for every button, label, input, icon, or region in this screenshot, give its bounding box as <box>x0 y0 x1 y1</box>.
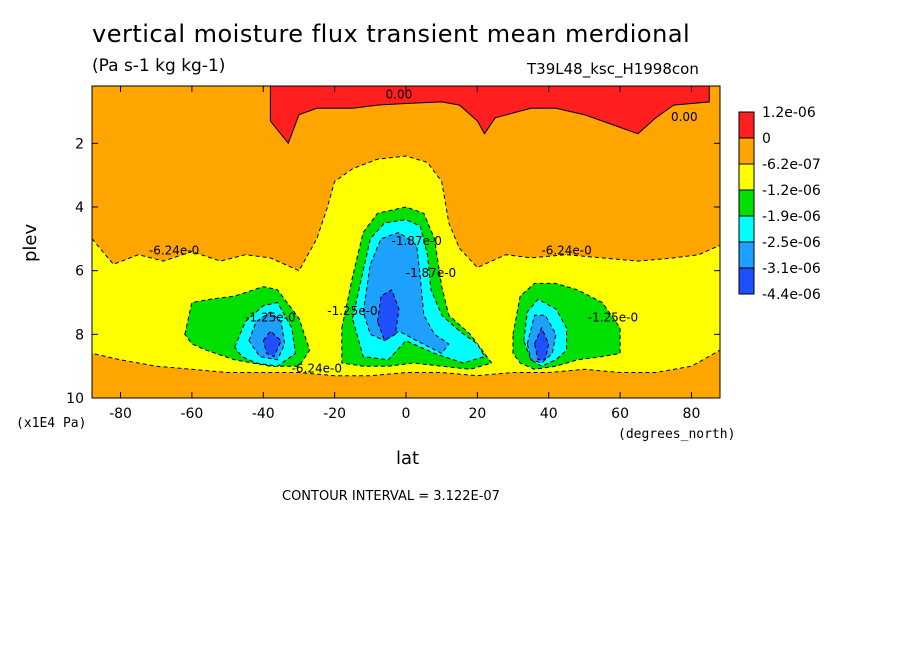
contour-label: -6.24e-0 <box>292 362 342 376</box>
x-tick-label: -40 <box>252 406 275 422</box>
contour-label: -1.25e-0 <box>588 311 638 325</box>
contour-label: 0.00 <box>386 88 413 102</box>
contour-label: -1.25e-0 <box>327 304 377 318</box>
legend-label: -1.9e-06 <box>762 209 821 225</box>
color-legend: 1.2e-06 0 -6.2e-07 -1.2e-06 -1.9e-06 -2.5e-06… <box>738 105 821 303</box>
contour-label: -1.87e-0 <box>392 234 442 248</box>
x-tick-label: 60 <box>611 406 629 422</box>
legend-label: -1.2e-06 <box>762 183 821 199</box>
x-tick-label: 80 <box>683 406 701 422</box>
x-tick-label: -20 <box>323 406 346 422</box>
contour-interval: CONTOUR INTERVAL = 3.122E-07 <box>282 489 500 504</box>
run-label: T39L48_ksc_H1998con <box>527 60 699 78</box>
legend-swatch <box>738 137 755 165</box>
contour-region <box>533 326 550 361</box>
plot-area: 0.00 0.00 -6.24e-0 -6.24e-0 -6.24e-0 -1.25e-0… <box>66 85 721 422</box>
contour-label: 0.00 <box>671 110 698 124</box>
contour-region <box>376 289 400 342</box>
legend-swatch <box>738 267 755 295</box>
x-tick-label: 0 <box>402 406 411 422</box>
legend-label: -4.4e-06 <box>762 287 821 303</box>
x-axis-label: lat <box>396 448 420 469</box>
x-tick-label: -60 <box>180 406 203 422</box>
y-tick-label: 10 <box>66 391 84 407</box>
contour-label: -6.24e-0 <box>541 244 591 258</box>
y-tick-label: 8 <box>75 327 84 343</box>
legend-swatch <box>738 241 755 269</box>
legend-label: 0 <box>762 131 771 147</box>
contour-label: -6.24e-0 <box>149 244 199 258</box>
y-axis-units: (x1E4 Pa) <box>16 416 87 431</box>
legend-label: 1.2e-06 <box>762 105 816 121</box>
filled-contours: 0.00 0.00 -6.24e-0 -6.24e-0 -6.24e-0 -1.25e-0… <box>92 86 720 377</box>
legend-label: -6.2e-07 <box>762 157 821 173</box>
legend-swatch <box>738 189 755 217</box>
contour-region <box>269 86 710 145</box>
legend-swatch <box>738 111 755 139</box>
legend-label: -2.5e-06 <box>762 235 821 251</box>
chart-title: vertical moisture flux transient mean me… <box>92 20 691 48</box>
x-tick-label: 40 <box>540 406 558 422</box>
contour-region <box>262 330 282 358</box>
legend-swatch <box>738 163 755 191</box>
legend-swatch <box>738 215 755 243</box>
y-tick-label: 2 <box>75 136 84 152</box>
y-tick-label: 6 <box>75 264 84 280</box>
y-tick-label: 4 <box>75 200 84 216</box>
legend-label: -3.1e-06 <box>762 261 821 277</box>
contour-label: -1.25e-0 <box>245 311 295 325</box>
x-tick-label: -80 <box>109 406 132 422</box>
contour-label: -1.87e-0 <box>406 266 456 280</box>
chart-units: (Pa s-1 kg kg-1) <box>92 56 226 76</box>
x-tick-label: 20 <box>468 406 486 422</box>
x-axis-units: (degrees_north) <box>618 427 736 442</box>
